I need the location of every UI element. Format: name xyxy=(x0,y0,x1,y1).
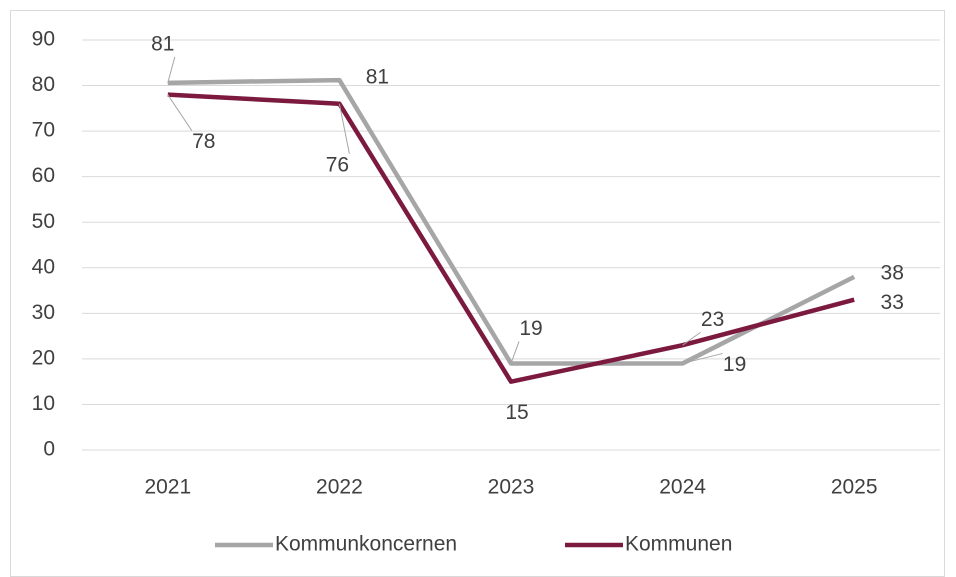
x-tick-label: 2024 xyxy=(659,476,706,499)
y-tick-label: 20 xyxy=(32,346,55,369)
data-label: 33 xyxy=(881,291,904,314)
chart-border xyxy=(10,10,945,577)
x-tick-label: 2025 xyxy=(831,476,878,499)
data-label: 76 xyxy=(326,153,349,176)
leader-line xyxy=(338,103,350,154)
data-label: 23 xyxy=(701,308,724,331)
data-label: 81 xyxy=(366,66,389,89)
y-tick-label: 0 xyxy=(43,438,55,461)
y-tick-label: 60 xyxy=(32,164,55,187)
x-tick-label: 2021 xyxy=(144,476,191,499)
data-label: 81 xyxy=(151,32,174,55)
data-label: 78 xyxy=(192,130,215,153)
leader-line xyxy=(510,341,520,364)
leader-line xyxy=(167,94,193,131)
y-tick-label: 40 xyxy=(32,255,55,278)
data-label: 19 xyxy=(723,353,746,376)
y-tick-label: 30 xyxy=(32,301,55,324)
data-label: 15 xyxy=(505,401,528,424)
y-tick-label: 10 xyxy=(32,392,55,415)
y-tick-label: 90 xyxy=(32,28,55,51)
leader-line xyxy=(682,331,701,346)
leader-line xyxy=(167,56,176,83)
leader-line xyxy=(682,352,723,364)
data-label: 19 xyxy=(519,317,542,340)
legend-label: Kommunkoncernen xyxy=(275,533,457,556)
series-line xyxy=(167,92,855,384)
x-tick-label: 2023 xyxy=(488,476,535,499)
y-tick-label: 80 xyxy=(32,73,55,96)
y-tick-label: 70 xyxy=(32,119,55,142)
data-label: 38 xyxy=(881,261,904,284)
y-tick-label: 50 xyxy=(32,210,55,233)
legend-label: Kommunen xyxy=(625,533,732,556)
x-tick-label: 2022 xyxy=(316,476,363,499)
